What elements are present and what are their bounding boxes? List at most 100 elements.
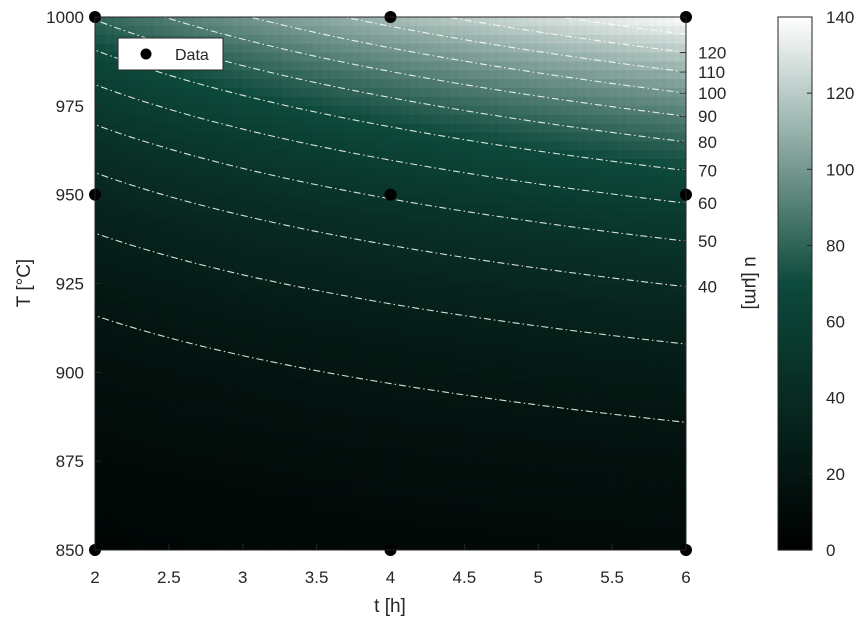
x-tick-label: 6 [681,568,690,587]
colorbar-band [778,504,812,509]
legend-label: Data [175,47,209,64]
colorbar-band [778,256,812,262]
colorbar-band [778,344,812,349]
colorbar-band [778,352,812,357]
colorbar-band [778,199,812,205]
contour-line [162,17,686,117]
colorbar-band [778,294,812,300]
u-tick-label: 70 [698,162,717,181]
x-tick-label: 5 [534,568,543,587]
colorbar-band [778,397,812,403]
y-tick-label: 1000 [46,8,84,27]
colorbar-band [778,55,812,60]
colorbar-band [778,249,812,254]
u-tick-label: 120 [698,43,726,62]
colorbar-band [778,131,812,136]
colorbar-band [778,443,812,448]
x-tick-label: 2 [90,568,99,587]
colorbar-band [778,481,812,486]
x-tick-label: 3.5 [305,568,329,587]
colorbar-band [778,420,812,425]
colorbar-band [778,39,812,45]
colorbar-band [778,260,812,266]
colorbar-band [778,458,812,464]
colorbar-band [778,161,812,167]
colorbar-band [778,519,812,524]
u-tick-label: 50 [698,232,717,251]
colorbar-band [778,302,812,307]
colorbar-band [778,154,812,159]
colorbar-band [778,173,812,178]
colorbar-band [778,180,812,186]
colorbar-band [778,93,812,98]
colorbar-band [778,390,812,395]
colorbar-band [778,85,812,90]
colorbar-band [778,489,812,494]
colorbar-band [778,306,812,311]
y-tick-label: 925 [56,275,84,294]
colorbar-band [778,291,812,296]
colorbar-band [778,523,812,528]
colorbar-band [778,310,812,315]
colorbar-band [778,515,812,521]
colorbar-band [778,119,812,125]
colorbar-band [778,500,812,505]
colorbar-band [778,214,812,220]
y-tick-label: 875 [56,452,84,471]
colorbar-band [778,112,812,117]
colorbar-band [778,378,812,384]
colorbar-band [778,245,812,250]
colorbar-band [778,77,812,83]
colorbar-band [778,51,812,56]
x-tick-label: 4 [386,568,395,587]
colorbar-band [778,253,812,258]
colorbar-band [778,538,812,543]
colorbar-band [778,81,812,87]
contour-line [95,232,686,345]
contour-line [95,172,686,288]
colorbar-band [778,283,812,288]
colorbar-band [778,534,812,540]
colorbar-band [778,317,812,323]
colorbar-band [778,374,812,380]
y-tick-label: 975 [56,97,84,116]
colorbar-band [778,412,812,418]
legend: Data [117,37,224,71]
colorbar-band [778,115,812,121]
colorbar-band [778,530,812,536]
colorbar-band [778,477,812,483]
colorbar-band [778,264,812,269]
colorbar-band [778,386,812,391]
y-tick-label: 950 [56,186,84,205]
u-tick-label: 110 [698,63,725,82]
colorbar-band [778,127,812,132]
contour-line [95,124,686,242]
colorbar-band [778,138,812,144]
colorbar-band [778,546,812,551]
colorbar-band [778,272,812,277]
colorbar-band [778,24,812,30]
colorbar-band [778,104,812,109]
colorbar-band [778,298,812,304]
colorbar-band [778,207,812,212]
colorbar-tick-label: 0 [826,541,835,560]
colorbar-band [778,89,812,94]
colorbar-band [778,135,812,140]
colorbar-band [778,401,812,406]
colorbar-band [778,188,812,193]
contour-line [95,19,686,143]
colorbar-band [778,447,812,452]
colorbar-band [778,184,812,189]
colorbar-tick-label: 80 [826,236,845,255]
colorbar-band [778,371,812,376]
y-tick-label: 850 [56,541,84,560]
contour-line [95,315,686,423]
colorbar-band [778,492,812,498]
colorbar-band [778,157,812,163]
legend-box [117,37,224,71]
colorbar-tick-label: 60 [826,313,845,332]
colorbar-tick-label: 140 [826,8,854,27]
colorbar-band [778,470,812,475]
colorbar-band [778,62,812,68]
